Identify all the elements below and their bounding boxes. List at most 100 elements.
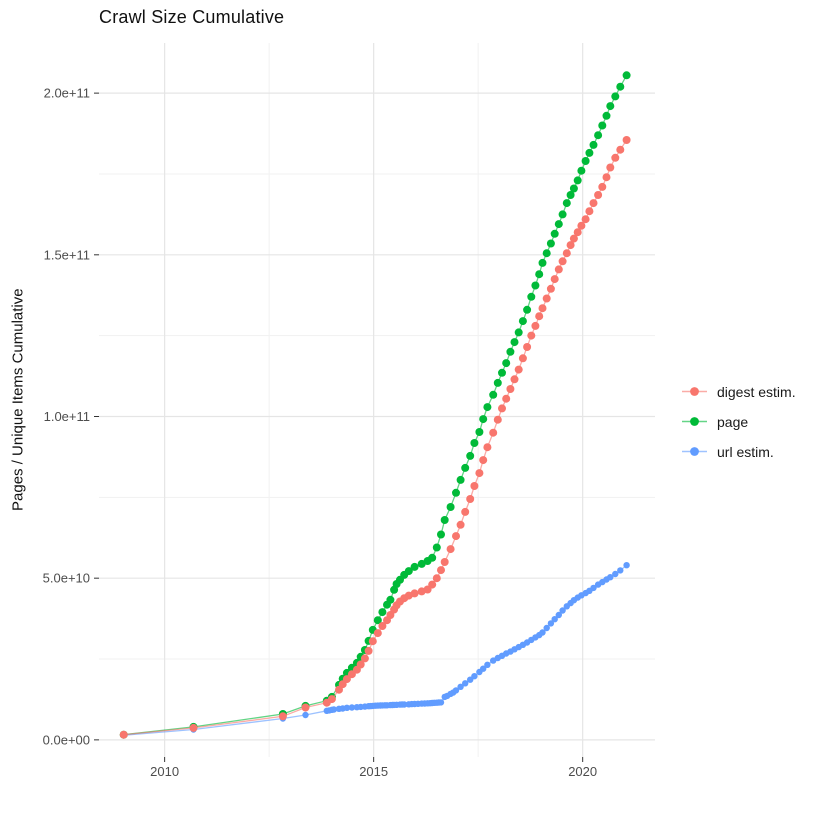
data-point-digest-estim: [527, 331, 536, 340]
legend: digest estim. page url estim.: [681, 382, 796, 461]
data-point-digest-estim: [440, 558, 449, 566]
data-point-page: [404, 567, 413, 576]
data-point-url-estim: [559, 607, 566, 614]
data-point-digest-estim: [342, 675, 351, 684]
data-point-url-estim: [467, 676, 474, 683]
data-point-page: [466, 451, 475, 460]
data-point-url-estim: [590, 584, 597, 592]
data-point-digest-estim: [378, 622, 387, 630]
data-point-digest-estim: [506, 385, 515, 393]
data-point-page: [573, 176, 582, 185]
data-point-url-estim: [484, 661, 491, 668]
data-point-page: [479, 415, 488, 424]
data-point-url-estim: [343, 704, 351, 711]
data-point-page: [577, 166, 586, 175]
data-point-page: [410, 562, 419, 571]
data-point-digest-estim: [437, 566, 445, 575]
data-point-digest-estim: [585, 207, 594, 216]
data-point-page: [437, 530, 445, 539]
y-tick-label: 1.5e+11: [44, 247, 90, 262]
data-point-page: [452, 488, 460, 497]
data-point-page: [386, 595, 395, 604]
data-point-digest-estim: [489, 428, 498, 437]
data-point-page: [606, 102, 615, 111]
data-point-digest-estim: [510, 375, 519, 384]
data-point-page: [506, 347, 515, 356]
data-point-page: [558, 210, 567, 219]
data-point-page: [611, 92, 620, 101]
legend-label: url estim.: [717, 443, 774, 460]
data-point-digest-estim: [466, 495, 475, 503]
data-point-digest-estim: [461, 507, 470, 516]
data-point-digest-estim: [483, 443, 492, 452]
data-point-digest-estim: [479, 456, 488, 465]
data-point-page: [550, 229, 559, 238]
data-point-digest-estim: [542, 294, 551, 303]
data-point-digest-estim: [373, 629, 382, 638]
data-point-digest-estim: [535, 312, 544, 321]
data-point-url-estim: [437, 699, 445, 706]
data-point-page: [535, 270, 544, 279]
data-point-digest-estim: [475, 469, 484, 478]
data-point-digest-estim: [581, 215, 590, 224]
data-point-url-estim: [330, 706, 338, 713]
data-point-page: [546, 239, 555, 248]
data-point-digest-estim: [622, 136, 631, 144]
data-point-digest-estim: [428, 580, 437, 589]
data-point-page: [589, 140, 598, 149]
data-point-digest-estim: [456, 520, 465, 529]
data-point-page: [502, 359, 511, 368]
legend-label: page: [717, 413, 749, 430]
data-point-page: [581, 157, 590, 165]
data-point-digest-estim: [594, 191, 603, 199]
data-point-digest-estim: [606, 163, 615, 172]
data-point-digest-estim: [598, 182, 607, 191]
data-point-url-estim: [452, 687, 460, 694]
data-point-page: [616, 82, 625, 91]
data-point-url-estim: [471, 673, 478, 680]
legend-marker-url-icon: [682, 447, 707, 456]
data-point-digest-estim: [562, 249, 571, 258]
data-point-page: [569, 184, 578, 193]
legend-item-url-estim[interactable]: url estim.: [681, 442, 796, 461]
data-point-digest-estim: [554, 265, 563, 274]
data-point-digest-estim: [566, 241, 575, 250]
data-point-digest-estim: [278, 712, 287, 721]
data-point-url-estim: [617, 567, 624, 574]
legend-item-page[interactable]: page: [681, 412, 796, 431]
data-point-page: [562, 199, 571, 208]
data-point-page: [514, 328, 523, 337]
data-point-url-estim: [543, 624, 550, 632]
data-point-page: [461, 463, 470, 472]
data-point-digest-estim: [119, 730, 128, 739]
data-point-digest-estim: [364, 646, 373, 655]
data-point-page: [523, 305, 532, 314]
data-point-digest-estim: [498, 404, 506, 413]
data-point-digest-estim: [602, 173, 611, 182]
chart-title: Crawl Size Cumulative: [99, 7, 285, 27]
data-point-digest-estim: [470, 482, 479, 490]
data-point-digest-estim: [514, 365, 523, 374]
data-point-digest-estim: [531, 321, 540, 330]
legend-marker-digest-icon: [682, 387, 707, 396]
data-point-digest-estim: [573, 228, 582, 237]
data-point-digest-estim: [611, 153, 620, 162]
x-tick-label: 2020: [568, 764, 597, 779]
data-point-page: [483, 403, 492, 412]
data-point-url-estim: [607, 574, 614, 581]
data-point-page: [531, 281, 540, 290]
data-point-page: [518, 317, 527, 326]
data-point-url-estim: [462, 680, 469, 687]
data-point-page: [432, 543, 441, 552]
legend-marker-page-icon: [682, 417, 707, 426]
data-point-digest-estim: [538, 304, 547, 313]
y-tick-label: 2.0e+11: [44, 86, 90, 101]
x-tick-label: 2010: [150, 764, 179, 779]
legend-item-digest-estim[interactable]: digest estim.: [681, 382, 796, 401]
data-point-digest-estim: [577, 221, 586, 230]
data-point-digest-estim: [432, 574, 441, 583]
data-point-url-estim: [457, 683, 464, 690]
data-point-page: [542, 249, 551, 258]
y-tick-label: 0.0e+00: [43, 732, 90, 747]
data-point-digest-estim: [523, 343, 532, 351]
